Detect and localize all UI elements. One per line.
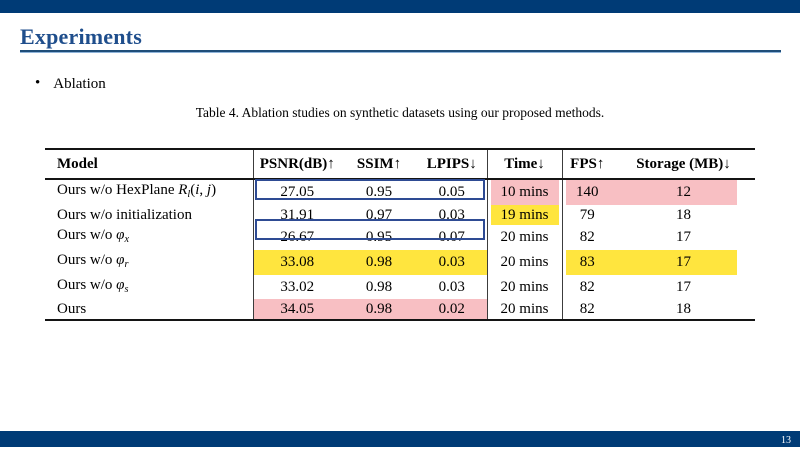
bullet-icon: • [35,75,41,91]
storage-value-cell: 17 [676,278,691,295]
storage-value-cell: 18 [676,301,691,318]
table-row: Ours w/o initialization 31.91 0.97 0.03 19 m… [45,204,755,225]
model-text-segment: Ours w/o HexPlane [57,182,179,198]
psnr-value-cell: 34.05 [252,299,341,321]
column-header-time: Time↓ [486,149,562,180]
bullet-item-ablation: • Ablation [35,75,106,93]
model-text-segment: j [206,182,212,198]
table-header: Model PSNR(dB)↑ SSIM↑ LPIPS↓ Time↓ FPS↑ Storag… [45,149,755,180]
ssim-value-cell: 0.98 [341,249,417,275]
bullet-label: Ablation [53,76,106,92]
model-cell: Ours [45,299,253,320]
psnr-value-cell: 33.02 [252,274,341,300]
column-header-ssim: SSIM↑ [341,149,417,180]
ssim-value-cell: 0.95 [365,184,393,201]
time-value-cell: 20 mins [486,274,562,300]
ssim-value-cell: 0.98 [341,299,417,321]
model-text-segment: i [195,182,200,198]
psnr-value-cell: 31.91 [252,204,341,225]
fps-value-cell: 83 [561,249,612,275]
model-text-segment: Ours w/o [57,276,117,293]
table-caption: Table 4. Ablation studies on synthetic d… [195,105,605,120]
fps-value-cell: 79 [561,204,612,225]
ssim-value-cell: 0.95 [365,229,393,246]
model-text-segment: r [124,258,129,270]
psnr-value-cell: 26.67 [252,224,341,250]
lpips-value-cell: 0.03 [417,249,487,275]
fps-value-cell: 140 [561,179,612,205]
lpips-value-cell: 0.05 [438,184,465,201]
model-text-segment: φ [116,226,125,243]
model-text-segment: Ours w/o initialization [57,206,192,223]
model-text-segment: l [187,188,191,200]
slide-title: Experiments [20,24,142,49]
page-number: 13 [781,435,791,446]
lpips-value-cell: 0.03 [438,206,465,223]
ablation-table: Model PSNR(dB)↑ SSIM↑ LPIPS↓ Time↓ FPS↑ Storag… [45,148,755,322]
fps-value-cell: 82 [561,299,612,321]
ablation-table-container: Model PSNR(dB)↑ SSIM↑ LPIPS↓ Time↓ FPS↑ Storag… [45,148,755,322]
lpips-value-cell: 0.03 [438,278,465,295]
column-header-fps: FPS↑ [561,149,612,180]
model-text-segment: R [178,182,188,198]
footer-bar: 13 [0,431,800,447]
title-underline [20,50,781,53]
psnr-value-cell: 33.08 [252,249,341,275]
storage-value-cell: 18 [676,206,691,223]
model-text-segment: x [124,233,130,245]
table-row: Ours w/o HexPlane Rl(i, j) 27.05 0.95 0.05 1… [45,179,755,205]
model-text-segment: Ours [57,301,87,318]
lpips-value-cell: 0.02 [417,299,487,321]
model-cell: Ours w/o φx [45,225,253,250]
table-row: Ours w/o φx 26.67 0.95 0.07 20 mins 82 17 [45,224,755,250]
model-text-segment: , [199,182,207,198]
time-value-cell: 20 mins [486,249,562,275]
model-cell: Ours w/o φr [45,250,253,275]
model-cell: Ours w/o initialization [45,205,253,225]
column-header-model: Model [45,149,253,180]
ssim-value-cell: 0.97 [365,206,393,223]
table-row: Ours 34.05 0.98 0.02 20 mins 82 18 [45,299,755,321]
model-text-segment: Ours w/o [57,251,117,268]
storage-value-cell: 12 [612,179,755,205]
column-header-lpips: LPIPS↓ [417,149,487,180]
storage-value-cell: 17 [612,249,755,275]
table-row: Ours w/o φs 33.02 0.98 0.03 20 mins 82 17 [45,274,755,300]
model-text-segment: ) [211,182,217,198]
fps-value-cell: 82 [561,274,612,300]
time-value-cell: 20 mins [486,224,562,250]
model-text-segment: s [124,283,129,295]
psnr-value-cell: 27.05 [252,179,341,205]
column-header-psnr: PSNR(dB)↑ [252,149,341,180]
table-row: Ours w/o φr 33.08 0.98 0.03 20 mins 83 17 [45,249,755,275]
model-text-segment: φ [116,276,125,293]
model-cell: Ours w/o HexPlane Rl(i, j) [45,179,253,205]
time-value-cell: 19 mins [486,204,562,225]
fps-value-cell: 82 [561,224,612,250]
time-value-cell: 10 mins [486,179,562,205]
model-text-segment: Ours w/o [57,226,117,243]
lpips-value-cell: 0.07 [438,229,465,246]
model-cell: Ours w/o φs [45,275,253,300]
model-text-segment: ( [190,182,196,198]
time-value-cell: 20 mins [486,299,562,321]
ssim-value-cell: 0.98 [365,278,393,295]
model-text-segment: φ [116,251,125,268]
column-header-storage: Storage (MB)↓ [612,149,755,180]
top-accent-bar [0,0,800,13]
storage-value-cell: 17 [676,229,691,246]
